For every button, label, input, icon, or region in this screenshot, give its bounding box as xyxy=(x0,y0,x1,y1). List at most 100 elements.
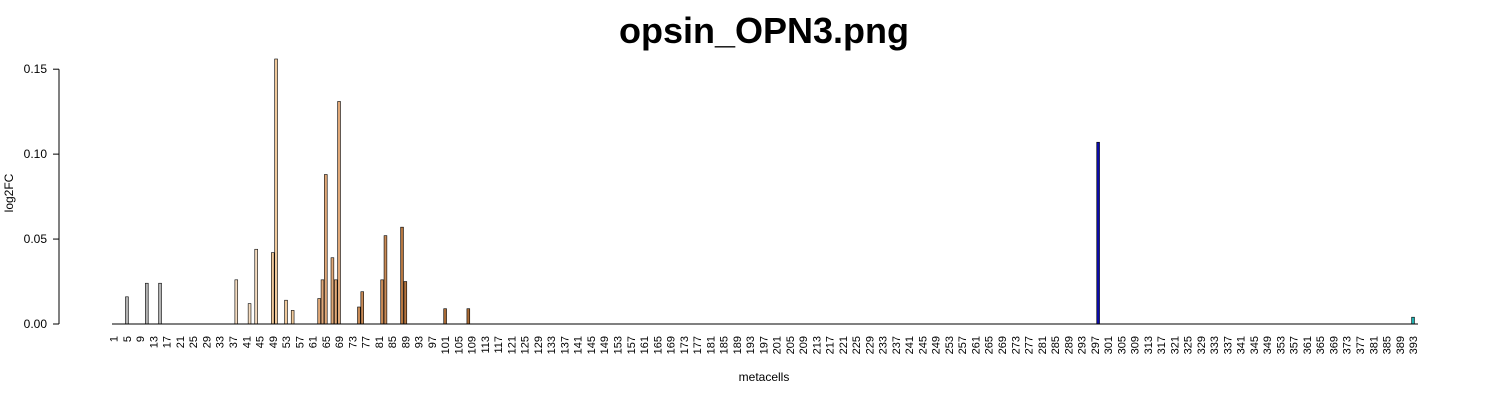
x-tick-label: 373 xyxy=(1342,336,1354,354)
x-tick-label: 69 xyxy=(334,336,346,348)
x-axis-label: metacells xyxy=(739,370,790,384)
bar-metacell-55 xyxy=(290,310,295,325)
x-tick-label: 337 xyxy=(1222,336,1234,354)
bar-metacell-50 xyxy=(274,58,278,325)
x-tick-label: 277 xyxy=(1024,336,1036,354)
x-tick-label: 193 xyxy=(745,336,757,354)
x-tick-label: 369 xyxy=(1328,336,1340,354)
x-tick-label: 109 xyxy=(467,336,479,354)
y-tick-label: 0.05 xyxy=(24,232,48,246)
bar-metacell-83 xyxy=(383,235,388,325)
bar-metacell-76 xyxy=(360,291,364,325)
y-tick-label: 0.00 xyxy=(24,317,48,331)
x-tick-label: 245 xyxy=(917,336,929,354)
bar-metacell-101 xyxy=(443,308,447,325)
bar-metacell-5 xyxy=(125,296,129,325)
x-tick-label: 321 xyxy=(1169,336,1181,354)
x-tick-label: 393 xyxy=(1408,336,1420,354)
x-tick-label: 33 xyxy=(215,336,227,348)
bar-metacell-108 xyxy=(466,308,471,325)
x-tick-label: 385 xyxy=(1382,336,1394,354)
x-tick-label: 325 xyxy=(1183,336,1195,354)
x-tick-label: 85 xyxy=(387,336,399,348)
x-tick-label: 181 xyxy=(705,336,717,354)
x-tick-label: 233 xyxy=(878,336,890,354)
x-tick-label: 161 xyxy=(639,336,651,354)
x-tick-label: 61 xyxy=(308,336,320,348)
x-tick-label: 185 xyxy=(719,336,731,354)
x-tick-label: 165 xyxy=(652,336,664,354)
x-tick-label: 253 xyxy=(944,336,956,354)
bar-metacell-44 xyxy=(254,248,258,325)
x-tick-label: 149 xyxy=(599,336,611,354)
x-tick-label: 377 xyxy=(1355,336,1367,354)
x-tick-label: 249 xyxy=(931,336,943,354)
x-tick-label: 309 xyxy=(1130,336,1142,354)
x-tick-label: 361 xyxy=(1302,336,1314,354)
x-tick-label: 89 xyxy=(400,336,412,348)
x-tick-label: 269 xyxy=(997,336,1009,354)
x-tick-label: 241 xyxy=(904,336,916,354)
bar-metacell-38 xyxy=(234,279,239,325)
x-tick-label: 237 xyxy=(891,336,903,354)
x-tick-label: 57 xyxy=(294,336,306,348)
x-tick-label: 97 xyxy=(427,336,439,348)
x-tick-label: 137 xyxy=(559,336,571,354)
x-tick-label: 141 xyxy=(573,336,585,354)
y-axis-label: log2FC xyxy=(2,173,16,212)
y-axis: 0.00 0.05 0.10 0.15 xyxy=(24,62,60,331)
x-tick-label: 257 xyxy=(957,336,969,354)
chart-title: opsin_OPN3.png xyxy=(619,10,909,51)
x-tick-label: 349 xyxy=(1262,336,1274,354)
x-tick-label: 297 xyxy=(1090,336,1102,354)
x-tick-label: 209 xyxy=(798,336,810,354)
x-tick-label: 229 xyxy=(864,336,876,354)
x-tick-label: 105 xyxy=(453,336,465,354)
x-tick-label: 225 xyxy=(851,336,863,354)
x-tick-label: 281 xyxy=(1037,336,1049,354)
x-tick-label: 93 xyxy=(414,336,426,348)
bar-metacell-53 xyxy=(284,299,288,325)
x-tick-label: 217 xyxy=(825,336,837,354)
x-tick-label: 289 xyxy=(1063,336,1075,354)
x-tick-label: 9 xyxy=(135,336,147,342)
x-tick-label: 53 xyxy=(281,336,293,348)
x-tick-label: 293 xyxy=(1077,336,1089,354)
x-tick-label: 213 xyxy=(811,336,823,354)
x-tick-label: 389 xyxy=(1395,336,1407,354)
bar-metacell-75 xyxy=(357,306,361,325)
x-tick-label: 333 xyxy=(1209,336,1221,354)
x-tick-label: 265 xyxy=(984,336,996,354)
x-tick-label: 317 xyxy=(1156,336,1168,354)
x-tick-labels: 1 5 9 13 17 21 25 29 33 37 41 45 49 53 57 61 65 69 73 77 81 8… xyxy=(109,336,1420,354)
x-tick-label: 17 xyxy=(162,336,174,348)
bar-metacell-89 xyxy=(403,281,408,325)
bar-metacell-68 xyxy=(334,279,338,325)
bar-metacell-64 xyxy=(320,279,325,325)
x-tick-label: 73 xyxy=(347,336,359,348)
x-tick-label: 177 xyxy=(692,336,704,354)
x-tick-label: 125 xyxy=(520,336,532,354)
x-tick-label: 285 xyxy=(1050,336,1062,354)
bar-metacell-11 xyxy=(145,282,149,325)
x-tick-label: 101 xyxy=(440,336,452,354)
x-tick-label: 173 xyxy=(679,336,691,354)
x-tick-label: 365 xyxy=(1315,336,1327,354)
bar-metacell-65 xyxy=(324,174,328,325)
x-tick-label: 357 xyxy=(1289,336,1301,354)
x-tick-label: 129 xyxy=(533,336,545,354)
x-tick-label: 301 xyxy=(1103,336,1115,354)
x-tick-label: 37 xyxy=(228,336,240,348)
bar-metacell-67 xyxy=(330,257,335,325)
x-tick-label: 21 xyxy=(175,336,187,348)
x-tick-label: 197 xyxy=(758,336,770,354)
x-tick-label: 381 xyxy=(1368,336,1380,354)
bar-metacell-393 xyxy=(1411,316,1415,325)
bar-metacell-88 xyxy=(400,226,404,325)
x-tick-label: 77 xyxy=(361,336,373,348)
bar-metacell-63 xyxy=(317,298,321,325)
bar-metacell-298 xyxy=(1096,141,1100,325)
x-tick-label: 201 xyxy=(772,336,784,354)
x-tick-label: 313 xyxy=(1143,336,1155,354)
x-tick-label: 261 xyxy=(970,336,982,354)
